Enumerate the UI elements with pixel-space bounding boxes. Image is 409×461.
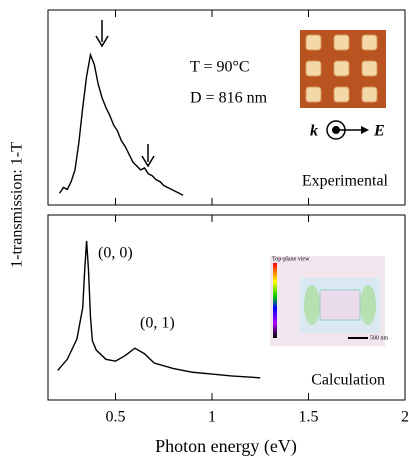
top-frame <box>47 9 406 206</box>
x-tick-label: 0.5 <box>106 409 126 426</box>
bottom-frame <box>47 214 406 401</box>
data-line <box>58 52 184 196</box>
x-tick-label: 1.5 <box>299 409 319 426</box>
y-axis-label: 1-transmission: 1-T <box>9 142 26 268</box>
panel-label: Experimental <box>302 173 389 190</box>
mode-01: (0, 1) <box>140 315 175 332</box>
inset-field-map <box>270 256 385 346</box>
k-label: k <box>310 123 318 140</box>
panel-label: Calculation <box>311 372 385 389</box>
polarization-icon <box>326 120 369 140</box>
mode-00: (0, 0) <box>98 245 133 262</box>
diameter: D = 816 nm <box>190 90 268 107</box>
x-tick-label: 2 <box>401 409 409 426</box>
x-axis-label: Photon energy (eV) <box>155 436 297 457</box>
arrows <box>95 20 155 168</box>
data-line <box>57 240 261 379</box>
x-tick-label: 1 <box>208 409 216 426</box>
inset-afm <box>300 30 386 108</box>
scale-bar-label: 500 nm <box>370 335 389 341</box>
e-label: E <box>373 123 385 140</box>
temperature: T = 90°C <box>190 59 250 76</box>
inset-title: Top-plane view <box>272 256 310 262</box>
